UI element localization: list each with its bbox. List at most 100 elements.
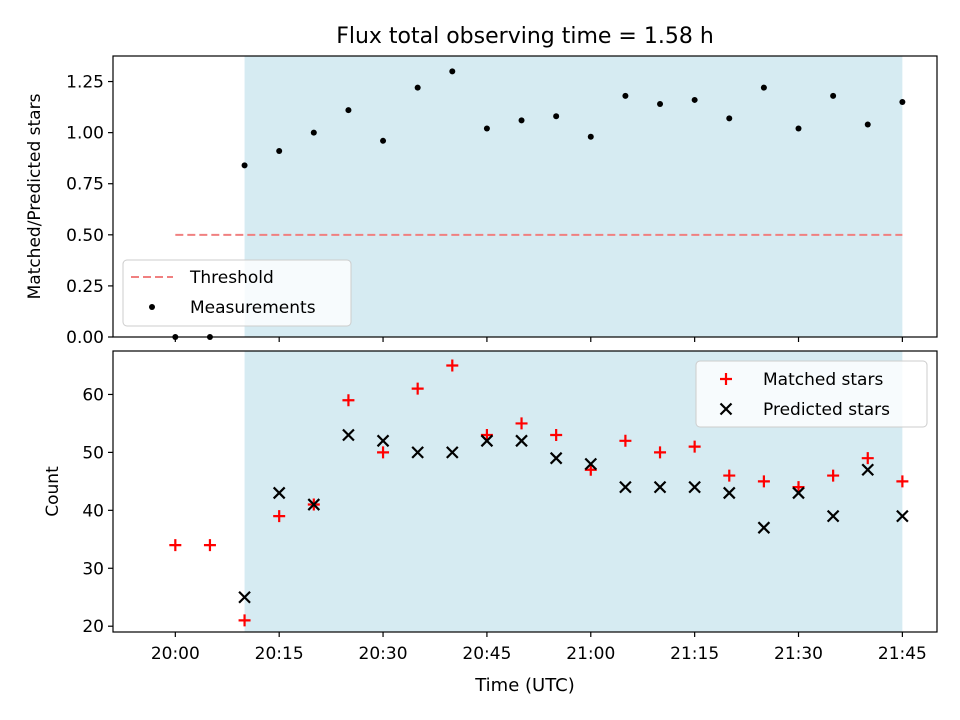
measurement-point — [276, 148, 283, 155]
matched-star-point — [584, 463, 597, 476]
predicted-star-point — [549, 451, 563, 465]
measurement-point — [691, 96, 698, 103]
legend-matched-swatch — [720, 373, 732, 385]
predicted-star-point — [307, 498, 321, 511]
legend-matched-label: Matched stars — [763, 370, 883, 390]
predicted-star-point — [342, 428, 355, 442]
predicted-star-point — [411, 446, 424, 459]
y-tick-label: 50 — [82, 443, 104, 463]
predicted-star-point — [480, 434, 494, 448]
matched-star-point — [654, 446, 667, 459]
matched-star-point — [480, 429, 493, 442]
predicted-star-point — [446, 446, 459, 459]
x-tick-label: 20:15 — [255, 644, 304, 664]
matched-star-point — [619, 434, 632, 447]
x-tick-label: 21:15 — [670, 644, 719, 664]
x-tick-label: 21:45 — [878, 644, 927, 664]
predicted-star-point — [757, 521, 771, 534]
matched-star-point — [861, 452, 874, 465]
legend-measurements-swatch — [149, 304, 155, 310]
measurement-point — [310, 129, 317, 136]
predicted-star-point — [584, 457, 598, 471]
predicted-star-point — [861, 463, 875, 477]
measurement-point — [449, 68, 456, 75]
measurement-point — [760, 84, 767, 91]
x-axis-label: Time (UTC) — [474, 675, 575, 696]
legend-box — [695, 360, 928, 428]
legend: Matched stars Predicted stars — [695, 360, 928, 428]
axes-frame — [112, 55, 938, 338]
matched-star-point — [203, 539, 216, 552]
measurement-point — [553, 113, 560, 120]
x-tick-label: 20:00 — [151, 644, 200, 664]
measurement-point — [795, 125, 802, 132]
y-axis-label: Matched/Predicted stars — [25, 93, 45, 299]
measurement-point — [518, 117, 525, 124]
measurement-point — [414, 84, 421, 91]
y-tick-label: 60 — [82, 385, 104, 405]
matched-star-point — [550, 429, 563, 442]
predicted-star-point — [896, 509, 909, 523]
measurement-point — [345, 107, 352, 114]
top-plot-ratio: 0.00 0.25 0.50 0.75 1.00 1.25 Matched/Predicte… — [25, 55, 938, 348]
y-tick-label: 1.00 — [66, 124, 104, 144]
y-tick-label: 20 — [82, 617, 104, 637]
y-axis-label: Count — [43, 466, 63, 517]
measurement-point — [483, 125, 490, 132]
matched-star-point — [515, 417, 528, 430]
y-tick-label: 0.25 — [66, 277, 104, 297]
matched-star-point — [896, 475, 909, 488]
legend-box — [122, 259, 352, 327]
measurement-point — [726, 115, 733, 122]
matched-star-point — [377, 446, 390, 459]
measurement-point — [899, 98, 906, 105]
measurement-point — [380, 137, 387, 144]
matched-star-point — [169, 539, 182, 552]
matched-star-point — [411, 382, 424, 395]
predicted-star-point — [619, 480, 632, 494]
matched-star-point — [273, 510, 286, 523]
axes-frame — [112, 350, 938, 633]
matched-star-point — [342, 394, 355, 407]
predicted-star-point — [722, 486, 736, 500]
x-tick-label: 20:45 — [462, 644, 511, 664]
predicted-star-point — [826, 509, 840, 523]
predicted-star-point — [515, 434, 528, 448]
x-tick-label: 21:30 — [774, 644, 823, 664]
measurement-point — [830, 92, 837, 99]
matched-star-point — [792, 481, 805, 494]
legend-predicted-swatch — [719, 402, 733, 416]
predicted-star-point — [238, 590, 251, 604]
y-tick-label: 0.00 — [66, 328, 104, 348]
matched-star-point — [446, 359, 459, 372]
matched-star-point — [723, 469, 736, 482]
legend-predicted-label: Predicted stars — [763, 400, 890, 420]
legend-threshold-label: Threshold — [189, 268, 274, 288]
matched-star-point — [238, 614, 251, 627]
observing-span-shade — [244, 56, 903, 337]
predicted-star-point — [792, 486, 805, 500]
measurement-point — [241, 162, 248, 169]
bottom-plot-counts: 20 30 40 50 60 20:00 20:15 20:30 20:45 21:00 21:15… — [43, 350, 938, 664]
predicted-star-point — [688, 480, 701, 494]
measurement-point — [622, 92, 629, 99]
y-tick-label: 40 — [82, 501, 104, 521]
measurement-point — [587, 133, 594, 140]
x-tick-label: 21:00 — [566, 644, 615, 664]
predicted-star-point — [272, 486, 286, 500]
y-tick-label: 0.75 — [66, 175, 104, 195]
x-tick-label: 20:30 — [359, 644, 408, 664]
legend: Threshold Measurements — [122, 259, 352, 327]
legend-measurements-label: Measurements — [190, 298, 316, 318]
matched-star-point — [688, 440, 701, 453]
matched-star-point — [757, 475, 770, 488]
predicted-star-point — [653, 480, 667, 494]
measurement-point — [657, 101, 664, 108]
y-tick-label: 1.25 — [66, 73, 104, 93]
chart-title: Flux total observing time = 1.58 h — [336, 24, 714, 49]
measurement-point — [864, 121, 871, 128]
matched-star-point — [827, 469, 840, 482]
y-tick-label: 0.50 — [66, 226, 104, 246]
y-tick-label: 30 — [82, 559, 104, 579]
